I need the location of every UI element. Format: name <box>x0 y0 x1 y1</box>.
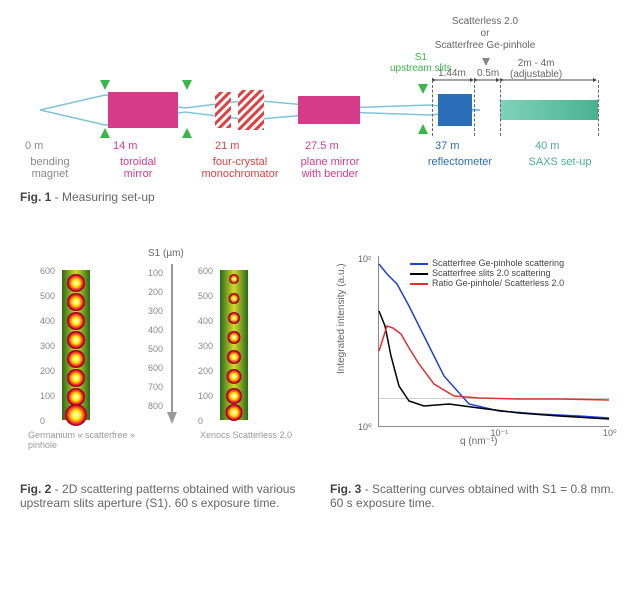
comp-plane <box>298 96 360 124</box>
ytick: 300 <box>198 341 213 351</box>
ytick: 100 <box>198 391 213 401</box>
s1-value: 800 <box>148 401 163 411</box>
s1-value: 400 <box>148 325 163 335</box>
pos-label: 27.5 m <box>305 140 339 152</box>
s1-value: 300 <box>148 306 163 316</box>
comp-label: plane mirror with bender <box>290 156 370 180</box>
ytick: 400 <box>198 316 213 326</box>
ytick: 10⁰ <box>358 422 372 433</box>
comp-saxs <box>500 100 598 120</box>
ylabel: Integrated intensity (a.u.) <box>336 263 347 374</box>
fig1-diagram: Scatterless 2.0 or Scatterfree Ge-pinhol… <box>20 20 620 180</box>
pos-label: 40 m <box>535 140 559 152</box>
s1-value: 100 <box>148 268 163 278</box>
arrow-s1-e <box>418 84 428 94</box>
ytick: 300 <box>40 341 55 351</box>
dim-arrows <box>430 76 600 84</box>
comp-toroidal <box>108 92 178 128</box>
arrow-s1-d <box>182 128 192 138</box>
arrow-s1-a <box>100 80 110 90</box>
fig1-caption: Fig. 1 - Measuring set-up <box>20 190 620 204</box>
dash4 <box>598 80 599 136</box>
ytick: 100 <box>40 391 55 401</box>
pos-label: 14 m <box>113 140 137 152</box>
dash1 <box>432 80 433 136</box>
comp-label: reflectometer <box>420 156 500 168</box>
ytick: 0 <box>198 416 203 426</box>
dash3 <box>500 80 501 136</box>
strip-left <box>62 270 90 420</box>
comp-mono2 <box>238 90 264 130</box>
pos-label: 0 m <box>25 140 43 152</box>
pos-label: 21 m <box>215 140 239 152</box>
s1-header: S1 (µm) <box>148 248 184 259</box>
comp-label: bending magnet <box>10 156 90 180</box>
legend-item: Scatterfree Ge-pinhole scattering <box>410 258 564 268</box>
comp-reflect <box>438 94 472 126</box>
xtick: 10⁰ <box>603 428 617 439</box>
ytick: 600 <box>198 266 213 276</box>
comp-label: toroidal mirror <box>98 156 178 180</box>
ytick: 200 <box>40 366 55 376</box>
right-strip-label: Xenocs Scatterless 2.0 <box>200 430 292 440</box>
ytick: 400 <box>40 316 55 326</box>
ytick: 10² <box>358 254 371 264</box>
ytick: 600 <box>40 266 55 276</box>
comp-mono1 <box>215 92 231 128</box>
fig3-caption: Fig. 3 - Scattering curves obtained with… <box>330 482 620 510</box>
ytick: 500 <box>198 291 213 301</box>
arrow-s1-f <box>418 124 428 134</box>
s1-value: 200 <box>148 287 163 297</box>
fig2: S1 (µm) 100 200 300 400 500 600 700 800 0 100 200… <box>20 244 310 464</box>
comp-label: SAXS set-up <box>520 156 600 168</box>
legend: Scatterfree Ge-pinhole scatteringScatter… <box>410 258 564 288</box>
arrow-s1-b <box>100 128 110 138</box>
ytick: 0 <box>40 416 45 426</box>
ytick: 200 <box>198 366 213 376</box>
arrow-down-grey <box>482 58 490 66</box>
s1-value: 700 <box>148 382 163 392</box>
dash2 <box>474 80 475 136</box>
ytick: 500 <box>40 291 55 301</box>
xtick: 10⁻¹ <box>491 428 509 439</box>
s1-arrow-icon <box>165 264 179 424</box>
pos-label: 37 m <box>435 140 459 152</box>
arrow-s1-c <box>182 80 192 90</box>
legend-item: Ratio Ge-pinhole/ Scatterless 2.0 <box>410 278 564 288</box>
s1-value: 500 <box>148 344 163 354</box>
left-strip-label: Germanium « scatterfree » pinhole <box>28 430 138 450</box>
legend-item: Scatterfree slits 2.0 scattering <box>410 268 564 278</box>
comp-label: four-crystal monochromator <box>200 156 280 180</box>
ann-scatterless: Scatterless 2.0 or Scatterfree Ge-pinhol… <box>425 16 545 52</box>
fig2-caption: Fig. 2 - 2D scattering patterns obtained… <box>20 482 310 510</box>
s1-value: 600 <box>148 363 163 373</box>
fig3: Scatterfree Ge-pinhole scatteringScatter… <box>330 244 620 464</box>
strip-right <box>220 270 248 420</box>
